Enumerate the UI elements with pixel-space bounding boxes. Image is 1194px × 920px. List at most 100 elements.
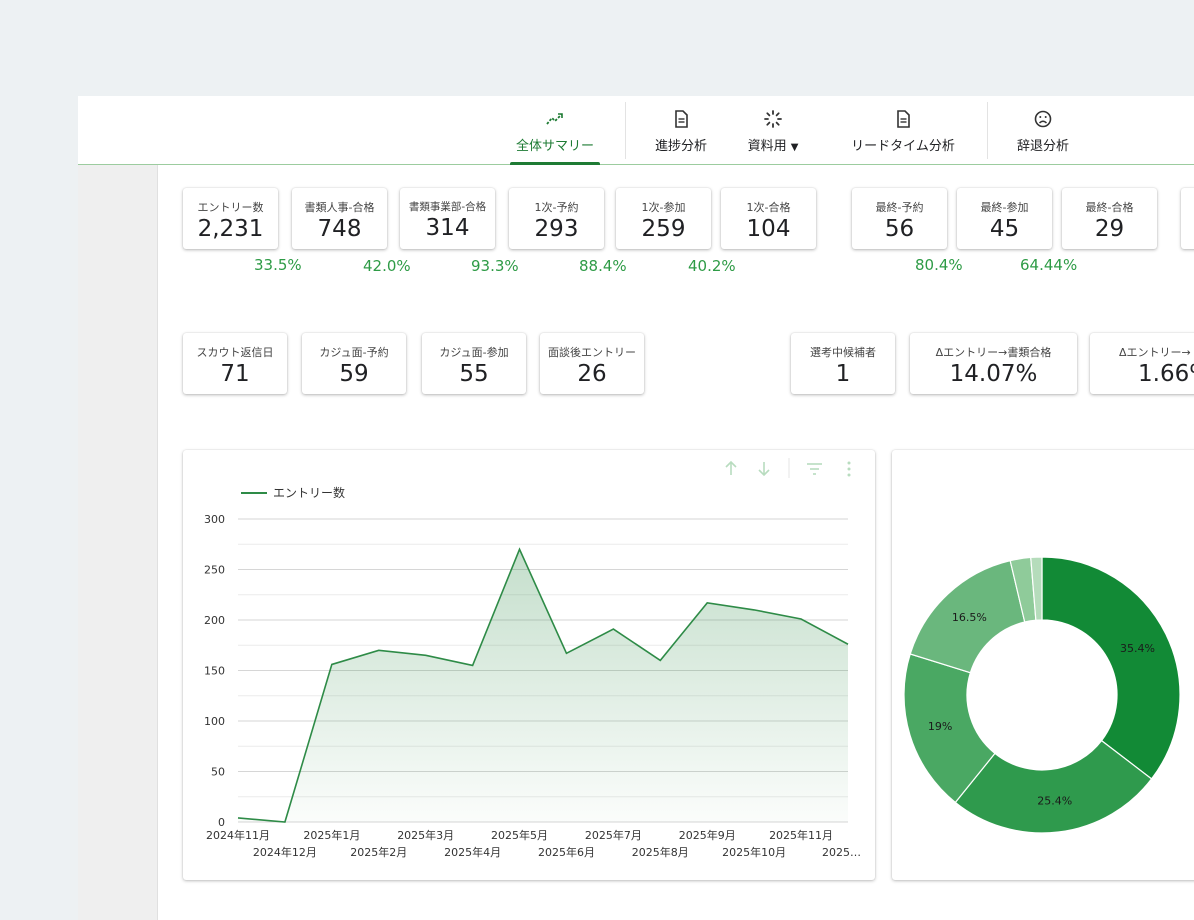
entries-chart-card: エントリー数 0 50 100 150 200 250 300 2024年11月 2025年1… — [183, 450, 875, 880]
legend-label: エントリー数 — [273, 485, 345, 500]
kpi-card-first-reserve: 1次-予約 293 — [509, 188, 604, 249]
trend-icon — [546, 113, 563, 125]
x-tick-label: 2024年11月 — [206, 828, 270, 842]
kpi-card-docs-hr-pass: 書類人事-合格 748 — [292, 188, 387, 249]
kpi-card-in-selection: 選考中候補者 1 — [791, 333, 895, 394]
kpi-value: 55 — [459, 361, 489, 387]
kpi-label: スカウト返信日 — [196, 346, 274, 359]
left-gutter — [78, 165, 158, 920]
conversion-rate: 80.4% — [915, 256, 963, 274]
tab-lead-time-analysis[interactable]: リードタイム分析 — [842, 96, 964, 165]
kpi-label: Δエントリー→ — [1119, 346, 1191, 359]
kpi-card-final-reserve: 最終-予約 56 — [852, 188, 947, 249]
tab-label: リードタイム分析 — [851, 139, 955, 154]
kpi-card-final-attend: 最終-参加 45 — [957, 188, 1052, 249]
kpi-label: 書類人事-合格 — [304, 201, 375, 214]
x-tick-label: 2024年12月 — [253, 845, 317, 859]
kpi-value: 1.66% — [1138, 361, 1194, 387]
sad-face-icon — [1034, 110, 1052, 128]
tab-overall-summary[interactable]: 全体サマリー — [510, 96, 600, 165]
series-area — [238, 549, 848, 822]
entries-donut-chart: 35.4% 25.4% 19% 16.5% — [903, 556, 1181, 834]
kpi-value: 59 — [339, 361, 369, 387]
kpi-label: 面談後エントリー — [548, 346, 636, 359]
kpi-label: 1次-合格 — [746, 201, 791, 214]
kpi-value: 26 — [577, 361, 607, 387]
kpi-value: 29 — [1094, 216, 1125, 242]
slice-label: 19% — [928, 720, 952, 733]
more-options-icon[interactable] — [847, 461, 851, 477]
loading-icon — [764, 110, 782, 128]
tab-decline-analysis[interactable]: 辞退分析 — [1008, 96, 1078, 165]
kpi-value: 14.07% — [949, 361, 1038, 387]
tab-label: 辞退分析 — [1016, 139, 1069, 154]
kpi-card-entry-to-partial: Δエントリー→ 1.66% — [1090, 333, 1194, 394]
kpi-card-post-interview-entry: 面談後エントリー 26 — [540, 333, 644, 394]
conversion-rate: 93.3% — [471, 257, 519, 275]
document-icon — [897, 110, 910, 128]
top-nav: 全体サマリー 進捗分析 — [78, 96, 1194, 165]
x-tick-label: 2025年8月 — [632, 845, 689, 859]
x-tick-label: 2025年3月 — [397, 828, 454, 842]
kpi-label: 1次-参加 — [641, 201, 686, 214]
y-tick-label: 200 — [204, 614, 225, 627]
tab-label: 進捗分析 — [654, 139, 707, 154]
y-tick-label: 250 — [204, 564, 225, 577]
kpi-value: 259 — [641, 216, 686, 242]
kpi-label: 最終-合格 — [1085, 201, 1134, 214]
main-content: エントリー数 2,231 書類人事-合格 748 書類事業部-合格 314 1次… — [158, 165, 1194, 920]
slice-label: 16.5% — [952, 611, 987, 624]
kpi-value: 56 — [884, 216, 915, 242]
x-tick-label: 2025年7月 — [585, 828, 642, 842]
tab-divider — [625, 102, 626, 159]
kpi-label: カジュ面-参加 — [439, 346, 509, 359]
conversion-rate: 88.4% — [579, 257, 627, 275]
filter-icon[interactable] — [807, 463, 822, 475]
tab-progress-analysis[interactable]: 進捗分析 — [646, 96, 716, 165]
conversion-rate: 40.2% — [688, 257, 736, 275]
kpi-card-first-attend: 1次-参加 259 — [616, 188, 711, 249]
tab-label: 資料用 ▼ — [748, 135, 799, 154]
tab-materials[interactable]: 資料用 ▼ — [738, 96, 808, 165]
kpi-label: Δエントリー→書類合格 — [935, 346, 1052, 359]
slice-label: 35.4% — [1120, 642, 1155, 655]
kpi-label: エントリー数 — [197, 201, 264, 214]
kpi-card-partial — [1181, 188, 1194, 249]
kpi-card-docs-dept-pass: 書類事業部-合格 314 — [400, 188, 495, 249]
donut-slice[interactable] — [1030, 556, 1043, 621]
series-line — [237, 547, 849, 823]
x-tick-label: 2025年6月 — [538, 845, 595, 859]
kpi-value: 104 — [746, 216, 791, 242]
donut-slice[interactable] — [1041, 556, 1181, 780]
dashboard-app: 全体サマリー 進捗分析 — [78, 96, 1194, 920]
kpi-label: 1次-予約 — [534, 201, 579, 214]
sort-ascending-icon[interactable] — [725, 460, 737, 475]
kpi-label: 選考中候補者 — [810, 346, 876, 359]
document-icon — [675, 110, 688, 128]
kpi-value: 748 — [317, 216, 362, 242]
x-tick-label: 2025… — [822, 846, 861, 859]
x-tick-label: 2025年5月 — [491, 828, 548, 842]
kpi-card-entry-to-doc-pass: Δエントリー→書類合格 14.07% — [910, 333, 1077, 394]
kpi-label: 書類事業部-合格 — [408, 201, 487, 213]
kpi-value: 314 — [425, 215, 470, 241]
conversion-rate: 42.0% — [363, 257, 411, 275]
kpi-label: 最終-予約 — [875, 201, 924, 214]
y-tick-label: 0 — [218, 816, 225, 829]
entries-area-chart: エントリー数 0 50 100 150 200 250 300 2024年11月 2025年1… — [204, 458, 861, 859]
conversion-rate: 33.5% — [254, 256, 302, 274]
kpi-label: 最終-参加 — [980, 201, 1029, 214]
kpi-card-casual-reserve: カジュ面-予約 59 — [302, 333, 406, 394]
donut-slice[interactable] — [954, 739, 1153, 834]
kpi-card-scout-reply: スカウト返信日 71 — [183, 333, 287, 394]
kpi-label: カジュ面-予約 — [319, 346, 389, 359]
x-tick-label: 2025年4月 — [444, 845, 501, 859]
tab-label-text: 資料用 — [747, 139, 787, 154]
kpi-value: 45 — [989, 216, 1020, 242]
kpi-value: 293 — [534, 216, 579, 242]
sort-descending-icon[interactable] — [758, 462, 770, 477]
kpi-card-casual-attend: カジュ面-参加 55 — [422, 333, 526, 394]
caret-down-icon: ▼ — [790, 142, 799, 153]
kpi-value: 1 — [835, 361, 851, 387]
